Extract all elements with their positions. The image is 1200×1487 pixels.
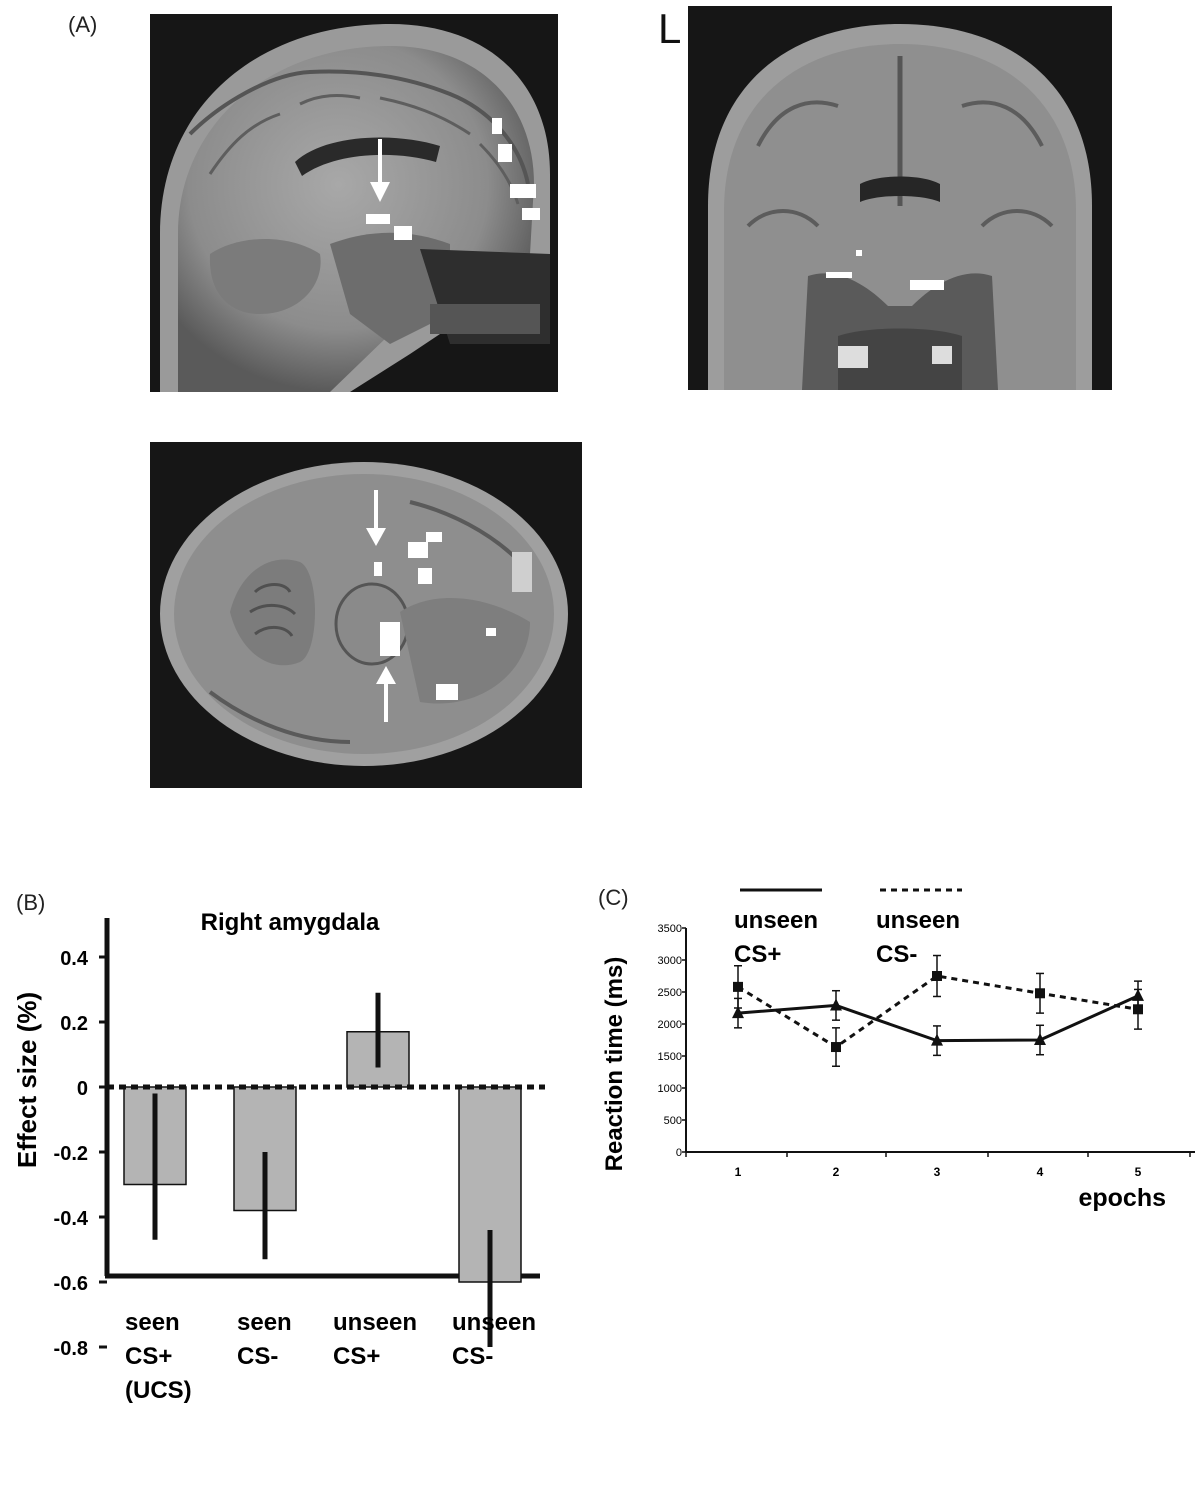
chart-b-category-label: unseen bbox=[333, 1309, 417, 1336]
chart-c-xtick-label: 2 bbox=[833, 1165, 840, 1179]
chart-b-category-label: (UCS) bbox=[125, 1377, 192, 1404]
chart-c-point bbox=[1035, 988, 1045, 999]
chart-c-point bbox=[830, 998, 842, 1011]
chart-c-ytick-label: 1000 bbox=[658, 1083, 682, 1095]
chart-c-xlabel: epochs bbox=[1078, 1184, 1166, 1212]
chart-b-ylabel: Effect size (%) bbox=[12, 992, 42, 1168]
line-chart-reaction-time: 0 500 1000 1500 2000 2500 3000 3500 1 2 3 4 5 epochs R… bbox=[601, 888, 1195, 1212]
chart-b-title: Right amygdala bbox=[201, 909, 380, 936]
chart-c-legend-label: CS+ bbox=[734, 941, 781, 968]
chart-b-ytick-label: -0.8 bbox=[54, 1338, 88, 1360]
chart-c-series-line bbox=[737, 994, 1139, 1043]
mri-sagittal-image bbox=[150, 14, 558, 392]
chart-c-legend-label: CS- bbox=[876, 941, 917, 968]
chart-b-ytick-label: 0 bbox=[77, 1078, 88, 1100]
chart-c-xtick-label: 3 bbox=[934, 1165, 941, 1179]
chart-c-point bbox=[831, 1042, 841, 1053]
chart-b-category-label: seen bbox=[125, 1309, 180, 1336]
chart-c-ytick-label: 2500 bbox=[658, 987, 682, 999]
chart-b-ytick-label: -0.6 bbox=[54, 1273, 88, 1295]
chart-b-ytick-label: 0.4 bbox=[60, 948, 89, 970]
chart-c-xtick-label: 4 bbox=[1037, 1165, 1044, 1179]
chart-b-category-label: unseen bbox=[452, 1309, 536, 1336]
chart-c-point bbox=[732, 1006, 744, 1019]
chart-b-category-label: CS+ bbox=[125, 1343, 172, 1370]
chart-c-series-line bbox=[737, 974, 1139, 1049]
chart-b-ytick-label: 0.2 bbox=[60, 1013, 88, 1035]
chart-c-ytick-label: 1500 bbox=[658, 1051, 682, 1063]
mri-axial-image bbox=[150, 442, 582, 788]
mri-sagittal-drawing bbox=[150, 14, 558, 392]
panel-b-label: (B) bbox=[16, 890, 46, 915]
chart-c-ytick-label: 2000 bbox=[658, 1019, 682, 1031]
chart-c-ytick-label: 500 bbox=[664, 1115, 682, 1127]
chart-b-category-label: seen bbox=[237, 1309, 292, 1336]
chart-c-ytick-label: 0 bbox=[676, 1147, 682, 1159]
chart-c-point bbox=[932, 971, 942, 981]
bar-chart-right-amygdala: Right amygdala Effect size (%) 0.4 0.2 0 -0.2… bbox=[12, 909, 545, 1404]
chart-c-ytick-label: 3500 bbox=[658, 923, 682, 935]
chart-b-ytick-label: -0.2 bbox=[54, 1143, 88, 1165]
panel-c-label: (C) bbox=[598, 885, 629, 910]
chart-c-point bbox=[1034, 1033, 1046, 1045]
chart-c-legend-label: unseen bbox=[876, 907, 960, 934]
chart-c-point bbox=[1133, 1004, 1143, 1015]
chart-c-point bbox=[733, 981, 743, 992]
mri-coronal-image bbox=[688, 6, 1112, 390]
chart-c-ytick-label: 3000 bbox=[658, 955, 682, 967]
chart-b-category-label: CS- bbox=[452, 1343, 493, 1370]
chart-c-xtick-label: 1 bbox=[735, 1165, 742, 1179]
chart-c-legend-label: unseen bbox=[734, 907, 818, 934]
chart-c-point bbox=[931, 1033, 943, 1046]
chart-c-xtick-label: 5 bbox=[1135, 1165, 1142, 1179]
orientation-label: L bbox=[658, 5, 682, 52]
chart-b-ytick-label: -0.4 bbox=[54, 1208, 89, 1230]
chart-c-ylabel: Reaction time (ms) bbox=[601, 957, 628, 1172]
chart-b-category-label: CS- bbox=[237, 1343, 278, 1370]
mri-coronal-drawing bbox=[688, 6, 1112, 390]
panel-a-label: (A) bbox=[68, 12, 98, 37]
mri-axial-drawing bbox=[150, 442, 582, 788]
chart-b-category-label: CS+ bbox=[333, 1343, 380, 1370]
